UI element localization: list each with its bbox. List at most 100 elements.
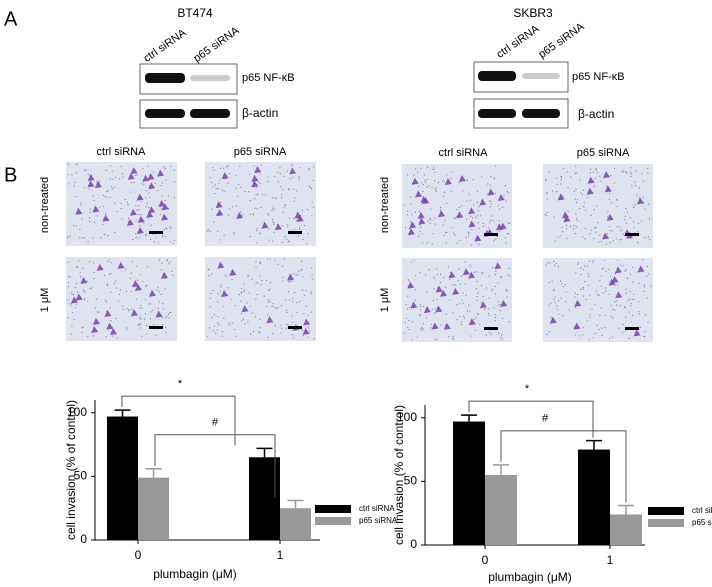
cell <box>161 203 169 211</box>
speck <box>300 269 302 271</box>
speck <box>164 326 167 328</box>
speck <box>472 179 475 181</box>
speck <box>307 326 309 328</box>
speck <box>463 317 466 319</box>
speck <box>434 308 436 310</box>
speck <box>145 299 147 301</box>
speck <box>485 334 487 336</box>
speck <box>650 285 652 287</box>
speck <box>545 215 547 217</box>
speck <box>435 187 437 189</box>
speck <box>170 311 172 313</box>
speck <box>311 274 313 276</box>
speck <box>110 261 112 264</box>
speck <box>294 197 296 199</box>
speck <box>593 186 595 188</box>
speck <box>240 287 243 290</box>
speck <box>600 285 602 287</box>
speck <box>406 308 409 310</box>
speck <box>272 207 274 209</box>
speck <box>605 243 607 245</box>
speck <box>255 266 257 268</box>
speck <box>647 236 649 238</box>
speck <box>508 222 511 225</box>
speck <box>625 292 627 294</box>
speck <box>609 242 611 244</box>
speck <box>482 225 485 228</box>
speck <box>453 338 455 340</box>
speck <box>289 178 291 180</box>
speck <box>267 214 269 216</box>
speck <box>507 222 509 224</box>
speck <box>283 207 286 209</box>
speck <box>493 307 495 309</box>
cell <box>415 190 423 198</box>
speck <box>462 292 464 294</box>
speck <box>497 205 499 207</box>
speck <box>109 165 112 167</box>
speck <box>140 200 142 203</box>
speck <box>271 305 273 307</box>
speck <box>557 266 560 268</box>
speck <box>235 174 237 176</box>
speck <box>215 187 217 190</box>
speck <box>311 215 313 217</box>
speck <box>291 315 293 317</box>
speck <box>465 236 467 239</box>
cell <box>251 174 259 182</box>
speck <box>600 240 602 243</box>
speck <box>422 184 424 186</box>
cell <box>92 205 100 213</box>
speck <box>89 208 91 210</box>
column-label: ctrl siRNA <box>439 147 489 159</box>
speck <box>453 232 455 234</box>
speck <box>562 285 565 288</box>
blot-title: SKBR3 <box>513 6 553 20</box>
speck <box>231 322 233 324</box>
speck <box>128 310 130 312</box>
speck <box>417 235 420 237</box>
speck <box>255 261 257 263</box>
speck <box>298 178 300 180</box>
speck <box>267 176 269 178</box>
speck <box>303 224 306 227</box>
speck <box>475 288 478 290</box>
speck <box>167 313 169 315</box>
speck <box>549 262 551 264</box>
speck <box>576 220 578 222</box>
cell <box>287 273 295 281</box>
bracket <box>154 434 276 498</box>
speck <box>459 283 461 285</box>
speck <box>221 189 223 191</box>
speck <box>206 230 208 232</box>
speck <box>116 337 118 339</box>
speck <box>566 228 568 230</box>
speck <box>80 202 82 204</box>
speck <box>127 217 130 219</box>
speck <box>251 312 253 314</box>
cell <box>294 211 302 219</box>
speck <box>106 283 109 285</box>
speck <box>128 309 130 311</box>
speck <box>258 331 260 333</box>
speck <box>594 333 596 335</box>
speck <box>233 232 235 234</box>
speck <box>440 209 442 211</box>
cell <box>266 316 274 324</box>
speck <box>294 228 296 230</box>
speck <box>471 228 473 231</box>
speck <box>468 232 470 234</box>
speck <box>227 287 229 289</box>
speck <box>312 166 315 168</box>
speck <box>81 267 84 269</box>
cell <box>410 301 418 309</box>
speck <box>434 223 436 225</box>
speck <box>608 198 611 200</box>
cell <box>221 172 229 180</box>
speck <box>477 222 479 224</box>
speck <box>312 278 314 280</box>
speck <box>470 215 472 217</box>
speck <box>413 174 415 176</box>
speck <box>157 307 159 310</box>
speck <box>162 303 164 305</box>
